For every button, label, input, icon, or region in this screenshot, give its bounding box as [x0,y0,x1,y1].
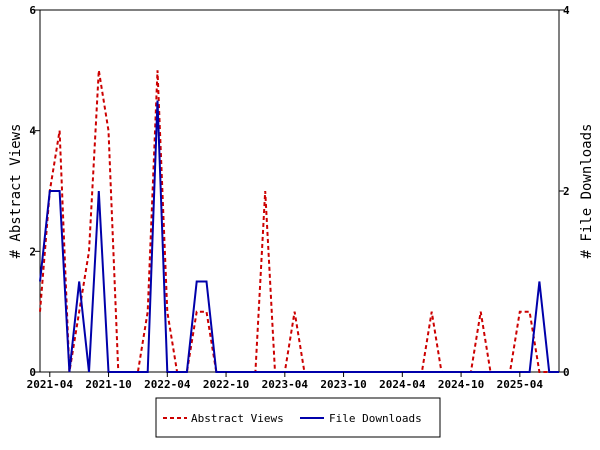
y-left-tick-label: 0 [29,366,36,379]
x-tick-label: 2021-10 [85,378,131,391]
y-left-tick-label: 2 [29,245,36,258]
y-left-tick-label: 6 [29,4,36,17]
legend-label-abstract-views: Abstract Views [191,412,284,425]
x-tick-label: 2022-04 [144,378,191,391]
x-tick-label: 2023-10 [320,378,366,391]
y-right-tick-label: 0 [563,366,570,379]
x-tick-label: 2023-04 [262,378,309,391]
y-axis-left-title: # Abstract Views [8,124,24,259]
x-tick-label: 2024-04 [379,378,426,391]
y-axis-right-title: # File Downloads [579,124,595,259]
x-tick-label: 2022-10 [203,378,249,391]
series-line-file-downloads [39,100,559,373]
y-right-tick-label: 2 [563,185,570,198]
x-tick-label: 2024-10 [438,378,484,391]
x-tick-label: 2025-04 [497,378,544,391]
plot-area [39,9,560,373]
y-left-tick-label: 4 [29,125,36,138]
legend-label-file-downloads: File Downloads [329,412,422,425]
legend-box [155,397,441,438]
y-right-tick-label: 4 [563,4,570,17]
ticks-layer: 2021-04 2021-10 2022-04 2022-10 2023-04 2023-… [27,4,570,391]
legend: Abstract Views File Downloads [155,397,441,438]
series-layer [39,70,559,373]
x-tick-label: 2021-04 [27,378,74,391]
